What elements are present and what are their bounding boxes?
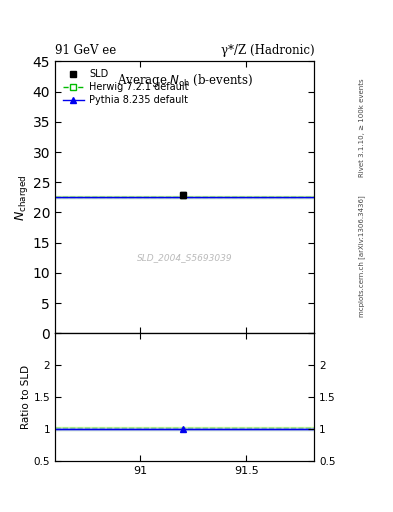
- Text: mcplots.cern.ch [arXiv:1306.3436]: mcplots.cern.ch [arXiv:1306.3436]: [358, 195, 365, 317]
- Text: Average $N_\mathrm{ch}$ (b-events): Average $N_\mathrm{ch}$ (b-events): [117, 72, 253, 89]
- Text: γ*/Z (Hadronic): γ*/Z (Hadronic): [221, 45, 314, 57]
- Text: Rivet 3.1.10, ≥ 100k events: Rivet 3.1.10, ≥ 100k events: [358, 79, 365, 177]
- Legend: SLD, Herwig 7.2.1 default, Pythia 8.235 default: SLD, Herwig 7.2.1 default, Pythia 8.235 …: [60, 66, 191, 108]
- Text: 91 GeV ee: 91 GeV ee: [55, 45, 116, 57]
- Y-axis label: $N_\mathrm{charged}$: $N_\mathrm{charged}$: [13, 174, 30, 221]
- Text: SLD_2004_S5693039: SLD_2004_S5693039: [137, 253, 233, 262]
- Y-axis label: Ratio to SLD: Ratio to SLD: [21, 365, 31, 429]
